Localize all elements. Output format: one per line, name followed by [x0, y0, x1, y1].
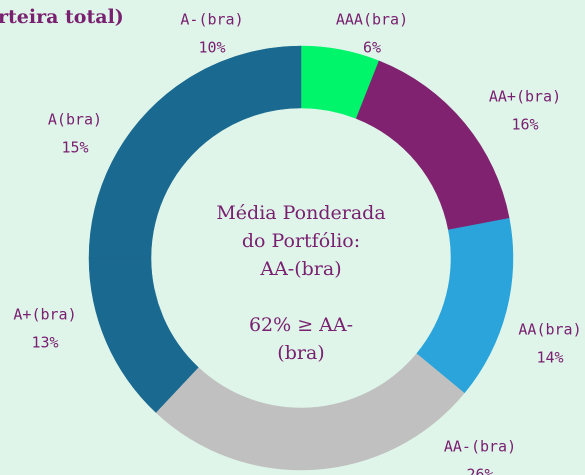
- chart-title: rteira total): [0, 6, 124, 28]
- value-label: 16%: [511, 116, 538, 134]
- value-label: 14%: [536, 349, 563, 367]
- value-label: 10%: [198, 39, 225, 57]
- slice-label: AA+(bra): [489, 88, 561, 106]
- center-text: (bra): [277, 342, 324, 364]
- slice-label: A+(bra): [13, 306, 76, 324]
- slice-label: AAA(bra): [336, 11, 408, 29]
- center-text: do Portfólio:: [242, 230, 360, 252]
- value-label: 13%: [31, 334, 58, 352]
- value-label: 6%: [363, 39, 381, 57]
- slice-label: A-(bra): [180, 11, 243, 29]
- slice-label: AA(bra): [518, 321, 581, 339]
- slice: [155, 353, 465, 471]
- slice: [176, 45, 302, 137]
- center-text: 62% ≥ AA-: [249, 314, 353, 336]
- value-label: 15%: [61, 139, 88, 157]
- value-label: 26%: [466, 466, 493, 475]
- slice-label: AA-(bra): [444, 438, 516, 456]
- slice-label: A(bra): [48, 111, 102, 129]
- center-text: Média Ponderada: [216, 202, 385, 224]
- center-text: AA-(bra): [259, 258, 341, 280]
